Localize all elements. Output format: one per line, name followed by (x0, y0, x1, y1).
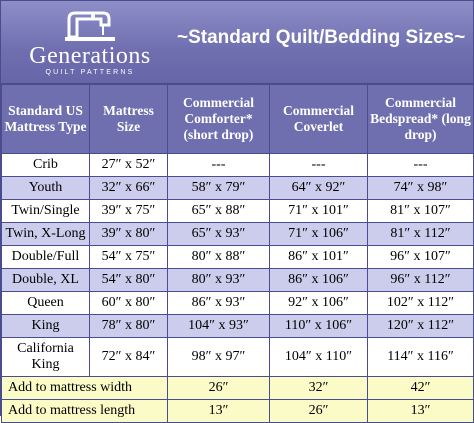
table-cell: 60″ x 80″ (89, 291, 168, 315)
table-cell: 58″ x 79″ (167, 176, 270, 200)
chart-header: Generations QUILT PATTERNS ~Standard Qui… (1, 1, 473, 84)
table-row: Queen 60″ x 80″ 86″ x 93″ 92″ x 106″ 102… (1, 291, 474, 315)
table-cell: 96″ x 107″ (367, 245, 474, 269)
table-cell: Twin, X-Long (1, 222, 90, 246)
table-header-row: Standard US Mattress Type Mattress Size … (1, 84, 474, 154)
table-row: Double/Full 54″ x 75″ 80″ x 88″ 86″ x 10… (1, 245, 474, 269)
table-cell: Queen (1, 291, 90, 315)
table-cell: 54″ x 75″ (89, 245, 168, 269)
table-cell: 27″ x 52″ (89, 153, 168, 177)
table-cell: 74″ x 98″ (367, 176, 474, 200)
table-cell: 71″ x 106″ (269, 222, 368, 246)
table-cell: 54″ x 80″ (89, 268, 168, 292)
footer-cell: 26″ (269, 399, 368, 423)
table-cell: --- (269, 153, 368, 177)
size-table: Standard US Mattress Type Mattress Size … (1, 84, 474, 423)
table-cell: 39″ x 80″ (89, 222, 168, 246)
column-header: Commercial Coverlet (269, 84, 368, 154)
table-cell: 102″ x 112″ (367, 291, 474, 315)
table-row: King 78″ x 80″ 104″ x 93″ 110″ x 106″ 12… (1, 314, 474, 338)
table-cell: 96″ x 112″ (367, 268, 474, 292)
table-cell: 65″ x 88″ (167, 199, 270, 223)
page-title: ~Standard Quilt/Bedding Sizes~ (177, 27, 466, 48)
table-row: Twin, X-Long 39″ x 80″ 65″ x 93″ 71″ x 1… (1, 222, 474, 246)
table-row: Youth 32″ x 66″ 58″ x 79″ 64″ x 92″ 74″ … (1, 176, 474, 200)
footer-cell: 42″ (367, 376, 474, 400)
table-cell: --- (167, 153, 270, 177)
table-cell: Youth (1, 176, 90, 200)
table-cell: 86″ x 93″ (167, 291, 270, 315)
table-cell: 92″ x 106″ (269, 291, 368, 315)
generations-logo: Generations QUILT PATTERNS (15, 7, 165, 79)
table-cell: 71″ x 101″ (269, 199, 368, 223)
table-cell: 110″ x 106″ (269, 314, 368, 338)
footer-row-length: Add to mattress length 13″ 26″ 13″ (1, 399, 474, 423)
table-cell: 86″ x 101″ (269, 245, 368, 269)
column-header: Standard US Mattress Type (1, 84, 90, 154)
table-cell: 104″ x 110″ (269, 337, 368, 377)
table-cell: 72″ x 84″ (89, 337, 168, 377)
column-header: Commercial Bedspread* (long drop) (367, 84, 474, 154)
table-row: Double, XL 54″ x 80″ 80″ x 93″ 86″ x 106… (1, 268, 474, 292)
table-cell: 81″ x 107″ (367, 199, 474, 223)
column-header: Commercial Comforter* (short drop) (167, 84, 270, 154)
table-cell: 104″ x 93″ (167, 314, 270, 338)
column-header: Mattress Size (89, 84, 168, 154)
table-cell: King (1, 314, 90, 338)
sewing-machine-icon (65, 11, 115, 41)
footer-label: Add to mattress width (1, 376, 168, 400)
table-cell: 32″ x 66″ (89, 176, 168, 200)
table-cell: Double/Full (1, 245, 90, 269)
footer-cell: 26″ (167, 376, 270, 400)
logo-name: Generations (29, 43, 151, 69)
footer-cell: 13″ (167, 399, 270, 423)
table-row: Twin/Single 39″ x 75″ 65″ x 88″ 71″ x 10… (1, 199, 474, 223)
table-cell: 114″ x 116″ (367, 337, 474, 377)
table-cell: 80″ x 88″ (167, 245, 270, 269)
table-cell: 65″ x 93″ (167, 222, 270, 246)
table-cell: --- (367, 153, 474, 177)
table-cell: 81″ x 112″ (367, 222, 474, 246)
table-cell: 98″ x 97″ (167, 337, 270, 377)
table-row: California King 72″ x 84″ 98″ x 97″ 104″… (1, 337, 474, 377)
footer-label: Add to mattress length (1, 399, 168, 423)
footer-cell: 13″ (367, 399, 474, 423)
table-cell: 64″ x 92″ (269, 176, 368, 200)
table-cell: Twin/Single (1, 199, 90, 223)
table-cell: California King (1, 337, 90, 377)
footer-cell: 32″ (269, 376, 368, 400)
table-cell: 120″ x 112″ (367, 314, 474, 338)
table-cell: 78″ x 80″ (89, 314, 168, 338)
table-cell: 86″ x 106″ (269, 268, 368, 292)
table-row: Crib 27″ x 52″ --- --- --- (1, 153, 474, 177)
table-cell: Double, XL (1, 268, 90, 292)
logo-subtitle: QUILT PATTERNS (45, 69, 135, 76)
table-cell: Crib (1, 153, 90, 177)
table-cell: 80″ x 93″ (167, 268, 270, 292)
table-cell: 39″ x 75″ (89, 199, 168, 223)
footer-row-width: Add to mattress width 26″ 32″ 42″ (1, 376, 474, 400)
